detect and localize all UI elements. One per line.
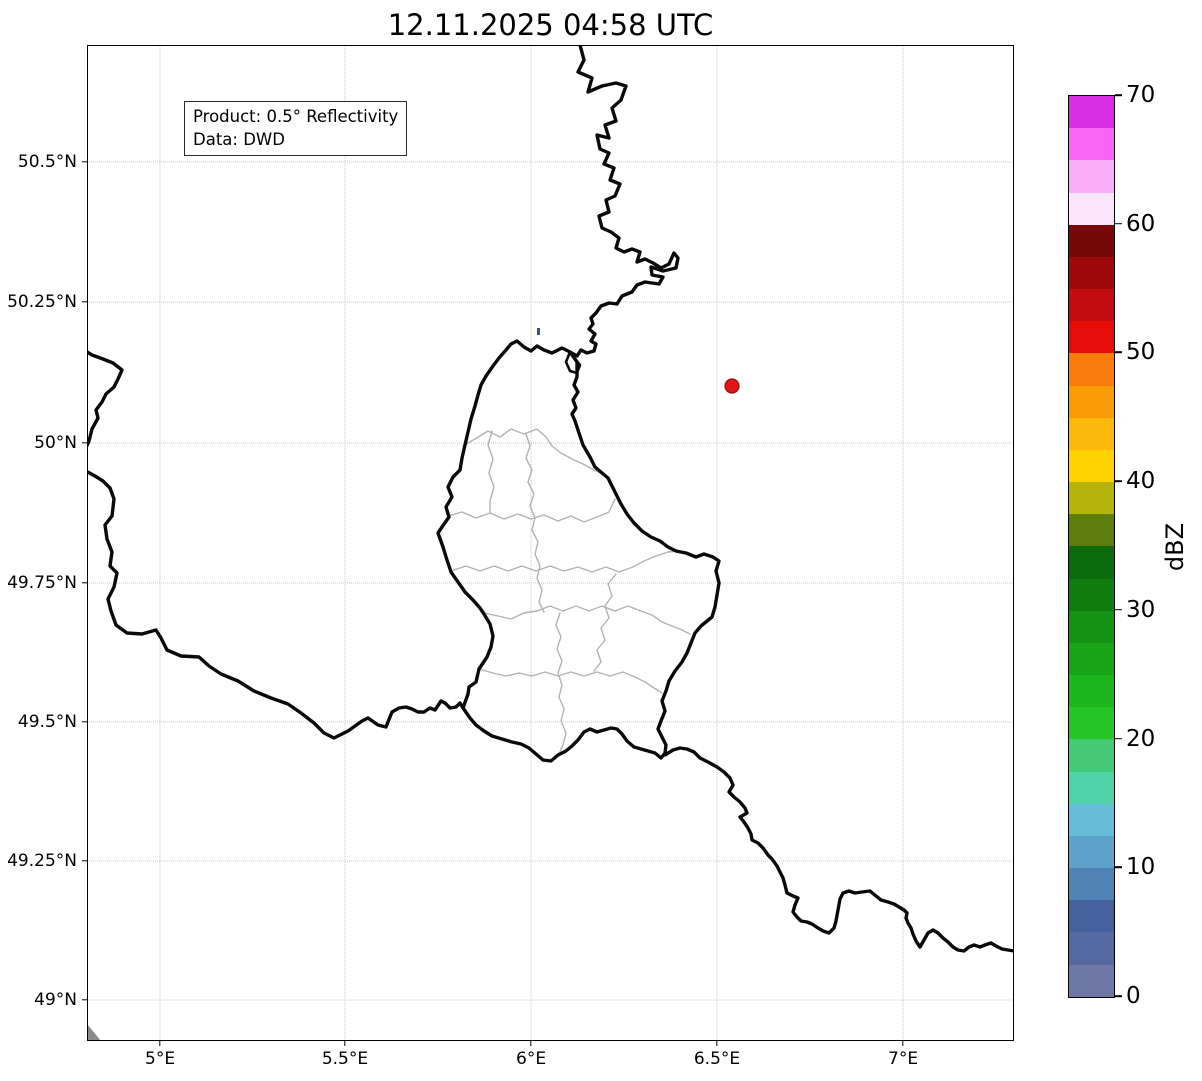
colorbar-tick-label: 50: [1126, 339, 1156, 366]
colorbar-segment: [1069, 803, 1114, 836]
canton-borders: [447, 428, 691, 755]
country-borders: [87, 45, 1014, 953]
colorbar-segment: [1069, 771, 1114, 804]
colorbar-tick-label: 20: [1126, 725, 1156, 752]
colorbar-segment: [1069, 578, 1114, 611]
y-tick-label: 49.75°N: [7, 573, 77, 594]
colorbar-label: dBZ: [1161, 522, 1189, 572]
corner-border-wedge: [87, 1024, 101, 1041]
colorbar-segment: [1069, 160, 1114, 193]
colorbar-segment: [1069, 256, 1114, 290]
x-tick-label: 6.5°E: [693, 1049, 741, 1069]
y-axis: 50.5°N 50.25°N 50°N 49.75°N 49.5°N 49.25°N 49°…: [0, 45, 87, 1041]
colorbar-segment: [1069, 289, 1114, 322]
colorbar-tick-label: 0: [1126, 983, 1141, 1009]
x-axis: 5°E 5.5°E 6°E 6.5°E 7°E: [87, 1041, 1014, 1075]
data-source-line: Data: DWD: [193, 130, 285, 150]
map-plot-area: Product: 0.5° Reflectivity Data: DWD: [87, 45, 1014, 1041]
map-svg: [87, 45, 1014, 1041]
colorbar-segment: [1069, 739, 1114, 772]
colorbar-tick-label: 10: [1126, 854, 1156, 881]
colorbar: [1068, 95, 1115, 998]
colorbar-tick-label: 60: [1126, 210, 1156, 237]
x-tick-label: 6°E: [516, 1049, 547, 1069]
colorbar-segment: [1069, 546, 1114, 579]
border-france-belgium: [87, 349, 465, 740]
colorbar-segment: [1069, 675, 1114, 708]
colorbar-tick-label: 70: [1126, 82, 1156, 108]
y-tick-label: 49°N: [34, 989, 77, 1010]
colorbar-segment: [1069, 353, 1114, 386]
colorbar-segment: [1069, 417, 1114, 450]
x-tick-label: 5.5°E: [321, 1049, 369, 1069]
y-tick-label: 50.5°N: [17, 152, 77, 173]
reflectivity-echo-marker: [537, 328, 540, 335]
colorbar-segment: [1069, 192, 1114, 225]
y-tick-label: 50°N: [34, 433, 77, 453]
border-belgium-germany: [568, 45, 680, 358]
colorbar-segment: [1069, 482, 1114, 515]
border-france-germany: [663, 746, 1014, 953]
colorbar-tick-label: 40: [1126, 468, 1156, 495]
plot-title: 12.11.2025 04:58 UTC: [387, 8, 714, 42]
border-luxembourg: [436, 339, 721, 763]
colorbar-segment: [1069, 224, 1114, 257]
colorbar-segment: [1069, 128, 1114, 161]
colorbar-segment: [1069, 449, 1114, 483]
y-tick-label: 50.25°N: [7, 291, 77, 312]
x-tick-label: 7°E: [888, 1049, 919, 1069]
colorbar-segment: [1069, 964, 1114, 997]
colorbar-segment: [1069, 835, 1114, 869]
colorbar-segment: [1069, 642, 1114, 676]
colorbar-segment: [1069, 96, 1114, 129]
x-tick-label: 5°E: [145, 1049, 176, 1069]
colorbar-segment: [1069, 385, 1114, 418]
radar-site-marker: [724, 378, 740, 394]
colorbar-segment: [1069, 868, 1114, 901]
border-ouren-loop: [564, 350, 582, 375]
colorbar-segment: [1069, 321, 1114, 354]
colorbar-segment: [1069, 932, 1114, 965]
product-info-box: Product: 0.5° Reflectivity Data: DWD: [184, 101, 408, 157]
colorbar-segment: [1069, 900, 1114, 933]
y-tick-label: 49.25°N: [7, 851, 77, 872]
colorbar-segment: [1069, 610, 1114, 643]
colorbar-tick-label: 30: [1126, 596, 1156, 623]
colorbar-segment: [1069, 514, 1114, 547]
y-tick-label: 49.5°N: [17, 711, 77, 732]
colorbar-gradient: [1069, 96, 1114, 997]
colorbar-segment: [1069, 707, 1114, 740]
product-info-line: Product: 0.5° Reflectivity: [193, 107, 399, 126]
